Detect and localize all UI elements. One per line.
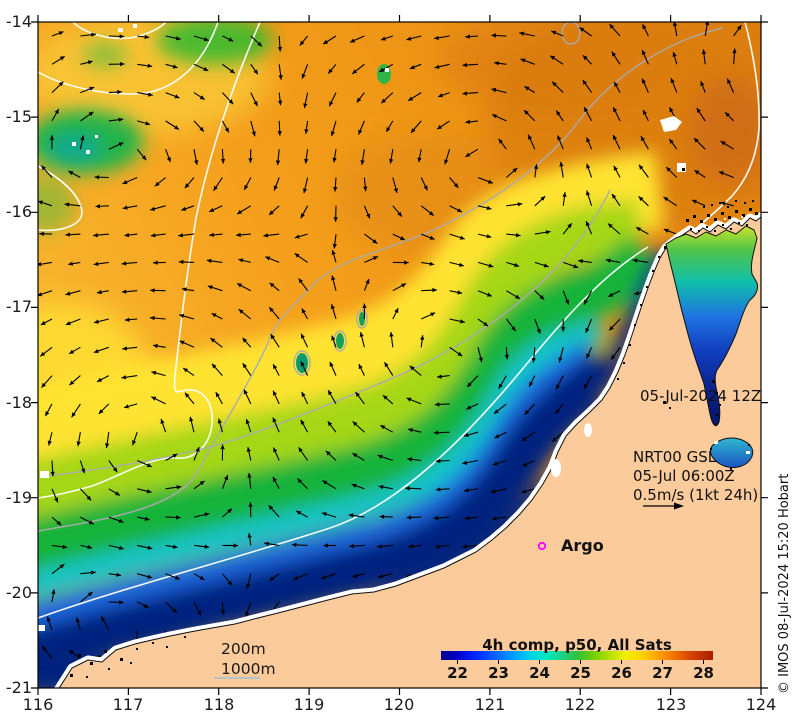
collier-bay	[709, 437, 754, 468]
map-timestamp: 05-Jul-2024 12Z	[640, 387, 762, 405]
colorbar-tick-label: 24	[529, 664, 550, 682]
y-tick-label: -15	[5, 107, 32, 126]
vector-scale-label: 0.5m/s (1kt 24h)	[633, 486, 759, 504]
axis-ticks	[31, 15, 768, 695]
x-tick-label: 117	[112, 695, 144, 714]
argo-label: Argo	[561, 536, 604, 555]
colorbar-tick-label: 22	[447, 664, 468, 682]
y-tick-label: -16	[5, 202, 32, 221]
y-tick-label: -21	[5, 678, 32, 697]
colorbar-tick-label: 28	[693, 664, 714, 682]
product-time: 05-Jul 06:00Z	[633, 467, 735, 485]
x-tick-label: 119	[293, 695, 325, 714]
plot-frame	[31, 15, 768, 695]
colorbar-tick-label: 25	[570, 664, 591, 682]
x-tick-label: 123	[655, 695, 687, 714]
product-name: NRT00 GSL	[633, 448, 717, 466]
depth-1000-label: 1000m	[221, 660, 276, 678]
ssh-contours-white	[38, 22, 760, 619]
ocean-field	[38, 22, 761, 688]
y-tick-label: -18	[5, 393, 32, 412]
land	[53, 200, 761, 688]
argo-float-marker	[537, 541, 547, 551]
y-tick-label: -17	[5, 297, 32, 316]
x-tick-label: 120	[383, 695, 415, 714]
x-tick-label: 124	[745, 695, 777, 714]
contours-gray	[38, 22, 724, 532]
imos-credit: © IMOS 08-Jul-2024 15:20 Hobart	[777, 473, 792, 694]
king-sound-bay	[665, 225, 758, 427]
depth-200-label: 200m	[221, 640, 266, 658]
x-tick-label: 121	[474, 695, 506, 714]
colorbar-tick-label: 23	[488, 664, 509, 682]
no-data-patches	[38, 24, 686, 631]
y-tick-label: -20	[5, 583, 32, 602]
colorbar-title: 4h comp, p50, All Sats	[482, 636, 672, 654]
y-tick-label: -14	[5, 12, 32, 31]
y-tick-label: -19	[5, 488, 32, 507]
x-tick-label: 118	[203, 695, 235, 714]
x-tick-label: 116	[22, 695, 54, 714]
colorbar-tick-label: 27	[652, 664, 673, 682]
x-tick-label: 122	[564, 695, 596, 714]
colorbar-tick-label: 26	[611, 664, 632, 682]
depth-contour-legend: 200m 1000m	[221, 639, 276, 679]
vector-scale-arrow	[643, 502, 684, 510]
colorbar	[441, 651, 713, 664]
